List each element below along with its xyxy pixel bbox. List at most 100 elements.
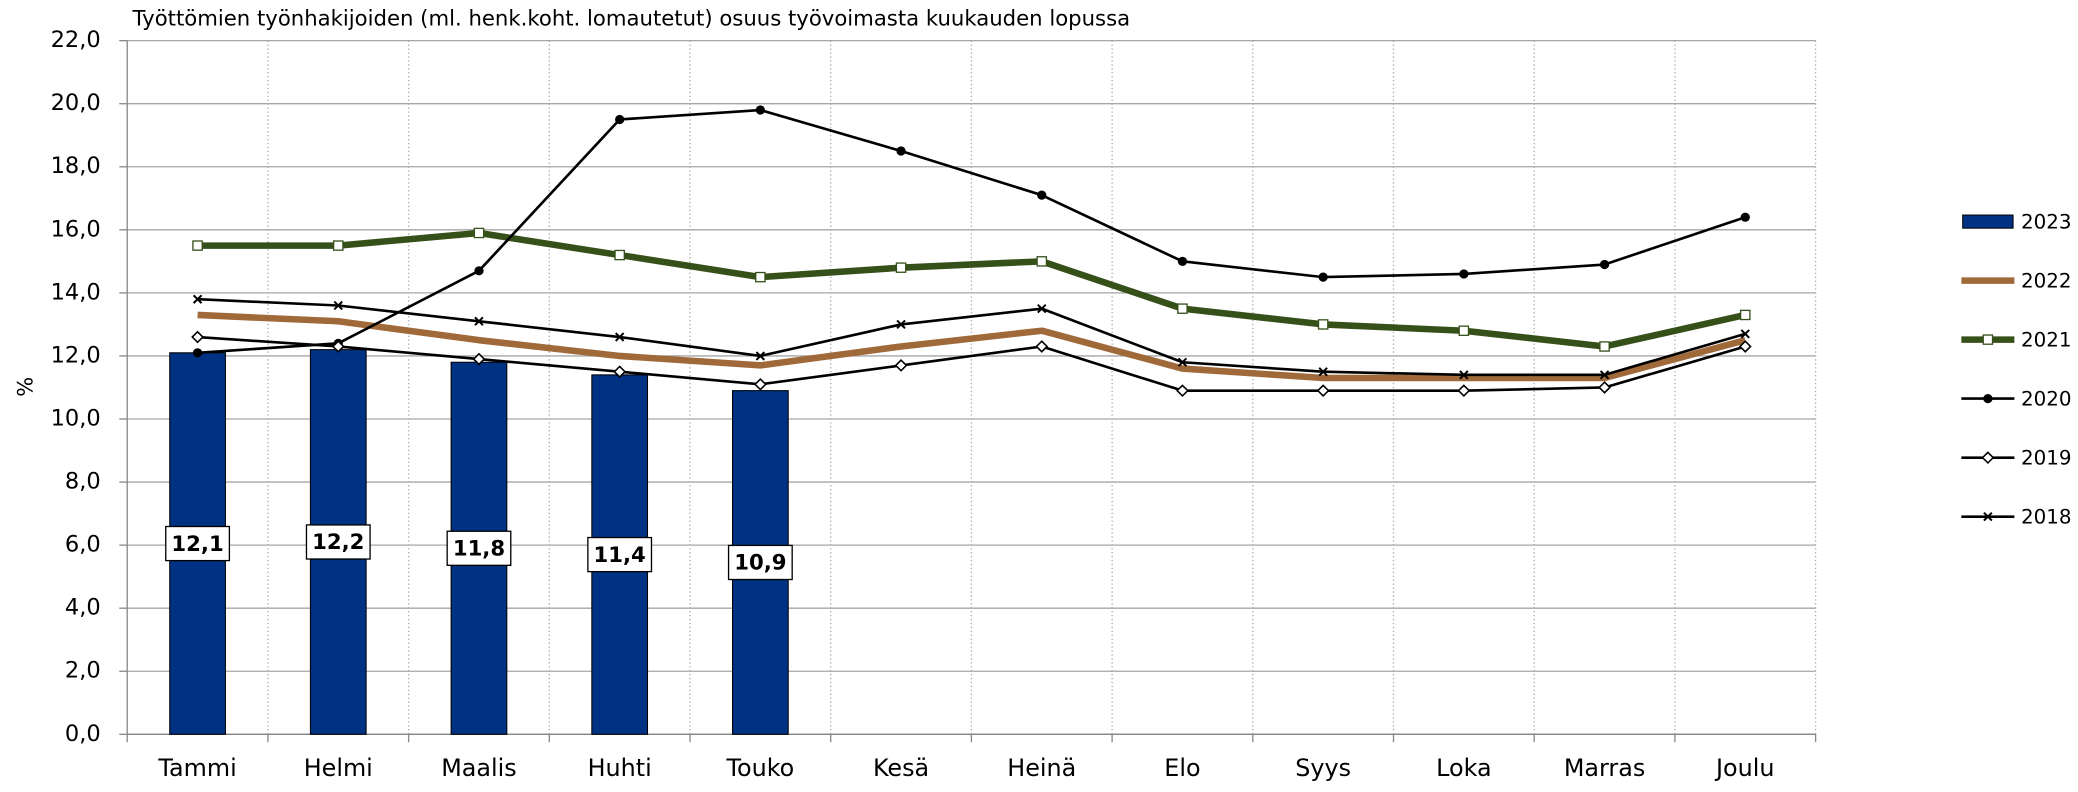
marker	[1738, 340, 1752, 353]
legend-label: 2021	[2021, 328, 2072, 351]
x-tick-label: Maalis	[441, 754, 516, 782]
marker	[1036, 256, 1048, 267]
marker	[1037, 304, 1047, 314]
data-label: 12,1	[171, 531, 223, 556]
x-tick-label: Huhti	[588, 754, 652, 782]
y-tick-label: 20,0	[51, 90, 101, 116]
marker	[1983, 512, 1993, 522]
marker	[1599, 370, 1610, 380]
marker	[755, 351, 766, 361]
marker	[896, 319, 906, 330]
y-tick-label: 18,0	[51, 153, 101, 179]
legend-swatch	[1962, 214, 2014, 229]
marker	[1599, 259, 1610, 270]
marker	[472, 352, 486, 366]
x-tick-label: Tammi	[157, 754, 236, 782]
marker	[331, 340, 345, 353]
y-axis-label: %	[12, 377, 37, 397]
x-tick-label: Helmi	[304, 754, 373, 782]
y-tick-label: 12,0	[51, 343, 101, 369]
data-label: 11,4	[594, 542, 646, 567]
marker	[474, 316, 484, 326]
marker	[1176, 384, 1189, 397]
marker	[333, 300, 343, 311]
marker	[1177, 256, 1188, 266]
marker	[1740, 329, 1750, 339]
x-tick-label: Loka	[1436, 754, 1491, 782]
label-box	[165, 525, 231, 562]
label-box	[305, 524, 371, 560]
marker	[1317, 319, 1329, 330]
line	[197, 229, 1746, 350]
y-tick-label: 4,0	[65, 595, 101, 621]
marker	[473, 227, 485, 239]
marker	[895, 262, 907, 273]
marker	[753, 377, 767, 391]
marker	[613, 365, 627, 379]
marker	[474, 266, 484, 276]
marker	[1981, 451, 1995, 464]
line	[197, 108, 1746, 355]
y-tick-label: 16,0	[51, 216, 101, 242]
marker	[1740, 212, 1750, 222]
x-tick-label: Syys	[1295, 754, 1351, 782]
marker	[1459, 269, 1469, 279]
marker	[896, 146, 906, 156]
y-tick-label: 2,0	[65, 658, 101, 684]
marker	[1037, 190, 1047, 200]
x-tick-label: Kesä	[873, 754, 929, 782]
marker	[1983, 394, 1993, 404]
line	[197, 335, 1746, 392]
marker	[192, 348, 203, 358]
marker	[614, 249, 625, 261]
marker	[191, 330, 204, 344]
marker	[1316, 384, 1330, 397]
line	[197, 297, 1746, 377]
legend-label: 2020	[2021, 388, 2072, 411]
marker	[1177, 357, 1188, 367]
marker	[1599, 341, 1610, 352]
marker	[332, 240, 344, 251]
label-box	[587, 536, 653, 573]
y-tick-label: 14,0	[51, 279, 101, 305]
marker	[1598, 381, 1611, 394]
marker	[615, 114, 625, 125]
marker	[1035, 340, 1049, 353]
x-tick-label: Joulu	[1714, 754, 1774, 782]
y-tick-label: 0,0	[65, 721, 101, 747]
x-tick-label: Touko	[725, 754, 794, 782]
chart-title: Työttömien työnhakijoiden (ml. henk.koht…	[132, 6, 1131, 31]
x-tick-label: Elo	[1164, 754, 1200, 782]
y-tick-label: 8,0	[65, 469, 101, 495]
marker	[614, 332, 625, 342]
marker	[1457, 384, 1471, 397]
marker	[1459, 370, 1469, 380]
y-tick-label: 22,0	[51, 27, 101, 53]
line	[197, 311, 1747, 382]
data-label: 10,9	[734, 550, 786, 575]
label-box	[727, 544, 793, 581]
data-label: 12,2	[312, 529, 364, 554]
marker	[1458, 325, 1470, 336]
legend-label: 2022	[2021, 269, 2072, 292]
marker	[1739, 309, 1751, 321]
marker	[1177, 303, 1188, 314]
legend-label: 2019	[2021, 447, 2072, 470]
marker	[1318, 272, 1328, 282]
x-tick-label: Heinä	[1007, 754, 1076, 782]
marker	[755, 271, 766, 283]
legend-label: 2018	[2021, 506, 2072, 529]
data-label: 11,8	[453, 536, 505, 561]
marker	[755, 105, 766, 115]
label-box	[446, 530, 512, 566]
y-tick-label: 6,0	[65, 532, 101, 558]
marker	[192, 294, 203, 304]
y-tick-label: 10,0	[51, 406, 101, 432]
marker	[192, 240, 203, 251]
x-tick-label: Marras	[1564, 754, 1645, 782]
legend-label: 2023	[2021, 210, 2072, 233]
marker	[1318, 367, 1328, 377]
marker	[894, 359, 908, 372]
marker	[1982, 334, 1994, 345]
